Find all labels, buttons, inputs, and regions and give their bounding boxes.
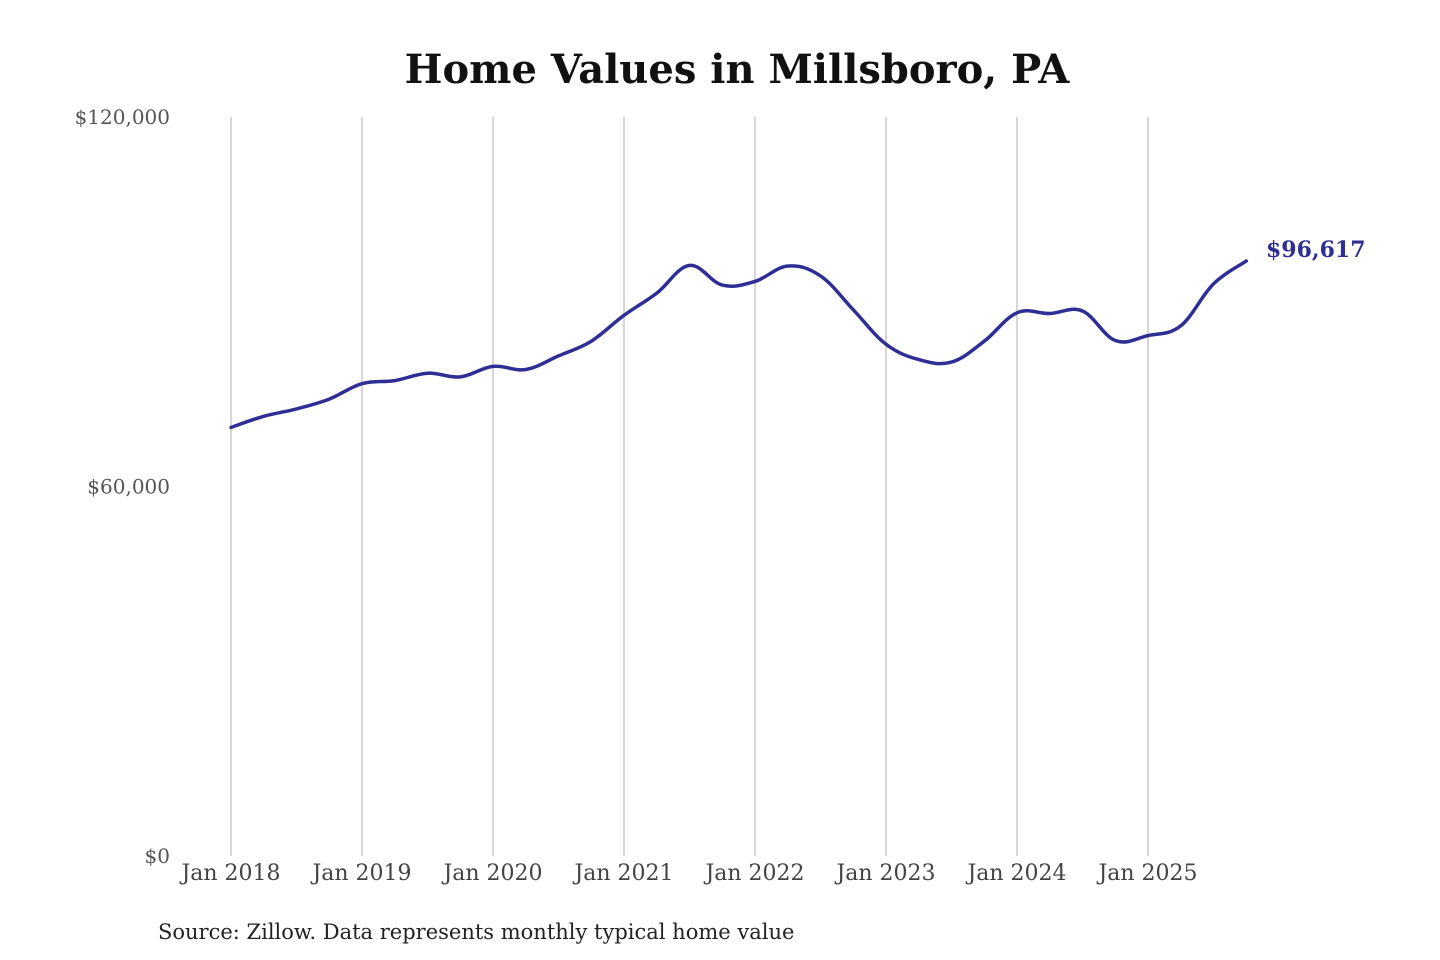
x-tick-label: Jan 2023 [834, 861, 935, 886]
chart-title: Home Values in Millsboro, PA [405, 46, 1071, 93]
y-tick-label: $0 [145, 844, 170, 868]
x-tick-label: Jan 2021 [572, 861, 673, 886]
x-tick-label: Jan 2020 [441, 861, 542, 886]
y-axis: $0 $60,000 $120,000 [75, 105, 170, 868]
y-tick-label: $60,000 [87, 475, 170, 499]
source-note: Source: Zillow. Data represents monthly … [158, 920, 794, 944]
x-tick-label: Jan 2018 [179, 861, 280, 886]
home-value-line [229, 259, 1249, 430]
x-tick-label: Jan 2025 [1096, 861, 1197, 886]
latest-value-label: $96,617 [1266, 237, 1366, 263]
x-tick-label: Jan 2022 [703, 861, 804, 886]
gridlines [230, 117, 1149, 856]
y-tick-label: $120,000 [75, 105, 170, 129]
x-tick-label: Jan 2019 [310, 861, 411, 886]
x-tick-label: Jan 2024 [965, 861, 1066, 886]
x-axis: Jan 2018 Jan 2019 Jan 2020 Jan 2021 Jan 2022… [179, 861, 1197, 886]
